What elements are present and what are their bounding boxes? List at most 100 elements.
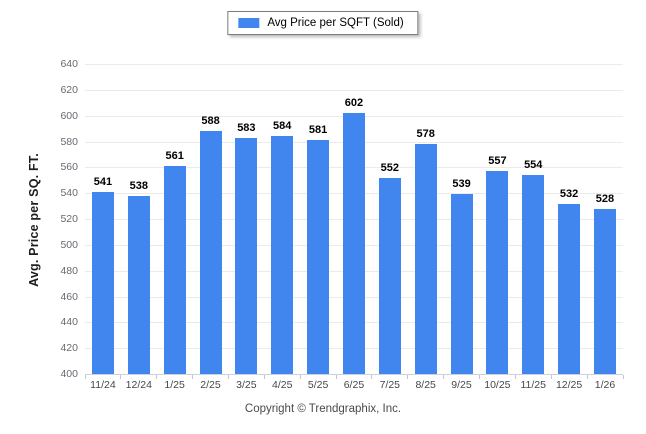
bar-value-label: 554: [524, 159, 543, 172]
x-tick-label: 11/25: [520, 379, 546, 391]
x-tick-label: 5/25: [307, 379, 329, 391]
legend-label: Avg Price per SQFT (Sold): [267, 17, 404, 29]
y-tick-label: 420: [60, 342, 78, 355]
bar-value-label: 584: [273, 120, 292, 133]
x-tick-label: 4/25: [272, 379, 293, 391]
x-axis-tick-mark: [371, 375, 373, 379]
bar-value-label: 539: [452, 178, 471, 191]
y-tick-label: 400: [60, 368, 78, 380]
bar-slot: 557: [479, 65, 515, 374]
gridline: [85, 64, 623, 65]
x-axis-tick-mark: [192, 375, 194, 379]
bar-value-label: 561: [165, 150, 184, 163]
bar-slot: 538: [121, 65, 157, 374]
y-axis-title: Avg. Price per SQ. FT.: [27, 153, 41, 287]
bar: [199, 131, 222, 374]
x-axis-tick-mark: [407, 375, 409, 379]
bar-slot: 554: [515, 65, 551, 374]
bar-slot: 578: [408, 65, 444, 374]
bar-slot: 602: [336, 65, 372, 374]
y-tick-label: 640: [60, 58, 78, 70]
bar-value-label: 557: [488, 155, 507, 168]
bar-slot: 561: [157, 65, 193, 374]
y-tick-label: 540: [60, 187, 78, 200]
bar-slot: 528: [587, 65, 623, 374]
bar-value-label: 581: [308, 124, 328, 137]
x-axis-tick-mark: [84, 375, 86, 379]
bar: [378, 177, 401, 374]
bar: [522, 175, 545, 374]
bar: [593, 208, 616, 374]
bar-slot: 583: [228, 65, 264, 374]
x-tick-label: 11/24: [90, 379, 116, 391]
bar-slot: 532: [551, 65, 587, 374]
x-axis-tick-mark: [299, 375, 301, 379]
bar-value-label: 588: [201, 115, 220, 128]
x-tick-label: 2/25: [200, 379, 221, 391]
x-axis-tick-mark: [622, 375, 624, 379]
footer-copyright: Copyright © Trendgraphix, Inc.: [244, 403, 402, 415]
x-axis-tick-mark: [335, 375, 337, 379]
plot-area: 541 538 561 588 583 584 581 602 552 578 539 557 554 5…: [84, 64, 624, 379]
x-tick-label: 3/25: [236, 379, 257, 391]
y-tick-label: 620: [60, 83, 78, 96]
bar-slot: 581: [300, 65, 336, 374]
bar: [486, 171, 509, 374]
bar-value-label: 541: [93, 175, 113, 188]
y-tick-label: 440: [60, 316, 78, 329]
bar: [91, 191, 114, 374]
x-axis-tick-mark: [120, 375, 122, 379]
bar: [163, 166, 186, 374]
x-axis-tick-mark: [263, 375, 265, 379]
x-axis-labels: 11/24 12/24 1/25 2/25 3/25 4/25 5/25 6/25 7/25 8/…: [85, 379, 623, 392]
bar: [558, 203, 581, 374]
y-tick-label: 480: [60, 264, 78, 277]
bar-slot: 539: [444, 65, 480, 374]
bar: [450, 194, 473, 374]
bar-value-label: 578: [416, 128, 435, 141]
bar: [235, 137, 258, 374]
bar-slot: 584: [264, 65, 300, 374]
bar: [127, 195, 150, 374]
legend: Avg Price per SQFT (Sold): [227, 11, 419, 35]
bar-value-label: 528: [595, 192, 615, 205]
legend-swatch-icon: [238, 18, 260, 28]
bar: [342, 113, 365, 374]
y-tick-label: 500: [60, 238, 78, 251]
x-axis-tick-mark: [443, 375, 445, 379]
x-tick-label: 9/25: [451, 379, 472, 391]
y-tick-label: 600: [60, 109, 78, 122]
bar-value-label: 602: [344, 97, 364, 110]
x-axis-tick-mark: [156, 375, 158, 379]
x-axis-tick-mark: [514, 375, 516, 379]
y-axis-labels: 400 420 440 460 480 500 520 540 560 580 600 620 640: [40, 58, 78, 380]
y-tick-label: 460: [60, 290, 78, 303]
bar: [307, 140, 330, 374]
x-tick-label: 10/25: [484, 379, 511, 391]
bar-slots: 541 538 561 588 583 584 581 602 552 578 539 557 554 5…: [85, 65, 623, 374]
x-tick-label: 1/25: [164, 379, 185, 391]
y-tick-label: 560: [60, 161, 78, 174]
x-tick-label: 6/25: [343, 379, 365, 391]
bar-value-label: 552: [380, 161, 399, 174]
x-axis-tick-mark: [479, 375, 481, 379]
bar-value-label: 583: [237, 121, 256, 134]
bar: [271, 136, 294, 374]
x-axis-tick-mark: [586, 375, 588, 379]
bar-slot: 541: [85, 65, 121, 374]
x-tick-label: 12/25: [555, 379, 583, 391]
gridline: [85, 89, 623, 91]
y-tick-label: 520: [60, 213, 78, 225]
y-tick-label: 580: [60, 135, 78, 148]
bar-slot: 588: [193, 65, 229, 374]
bar-value-label: 532: [559, 187, 579, 200]
x-tick-label: 12/24: [125, 379, 152, 391]
x-tick-label: 1/26: [594, 379, 616, 391]
bar-value-label: 538: [129, 179, 148, 192]
bar: [414, 144, 437, 374]
x-axis-tick-mark: [550, 375, 552, 379]
x-axis-tick-mark: [227, 375, 229, 379]
bar-slot: 552: [372, 65, 408, 374]
x-tick-label: 7/25: [379, 379, 401, 391]
